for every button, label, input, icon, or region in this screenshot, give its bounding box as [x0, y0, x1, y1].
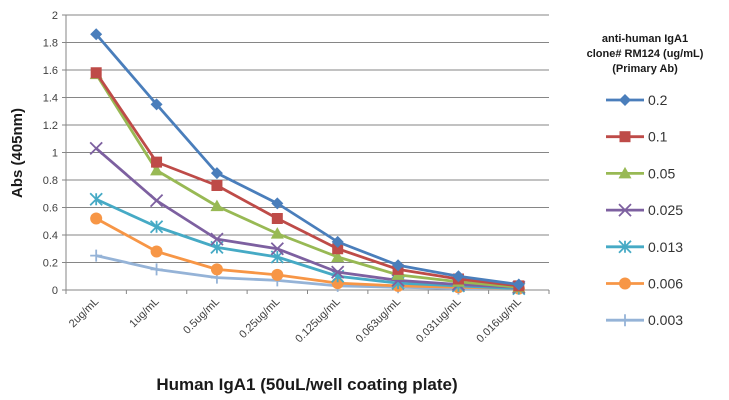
y-tick-label: 1.8 [43, 38, 58, 50]
y-tick-labels: 0 0.2 0.4 0.6 0.8 1 1.2 1.4 1.6 1.8 2 [43, 10, 58, 297]
legend-title-line-3: (Primary Ab) [612, 63, 678, 75]
legend-marker [618, 203, 632, 217]
legend-item: 0.2 [606, 92, 668, 108]
data-point [270, 242, 284, 256]
data-point [89, 141, 103, 156]
legend-item: 0.05 [606, 165, 675, 181]
data-point [332, 243, 344, 255]
y-tick-label: 1.4 [43, 93, 58, 105]
data-point [331, 250, 345, 262]
legend-label: 0.006 [648, 276, 683, 292]
legend-label: 0.1 [648, 129, 668, 145]
data-point [90, 212, 103, 225]
legend-label: 0.025 [648, 202, 683, 218]
data-point [331, 265, 345, 279]
legend-marker [619, 314, 631, 327]
data-point [89, 192, 103, 206]
y-tick-label: 1 [52, 148, 58, 160]
data-point [149, 220, 164, 234]
grid-lines [62, 14, 549, 291]
legend-marker [619, 94, 631, 106]
legend-item: 0.013 [606, 239, 683, 255]
data-point [271, 197, 284, 210]
series-line [95, 197, 519, 291]
legend-marker [619, 277, 631, 290]
data-point [210, 232, 224, 246]
series-line [95, 73, 519, 289]
data-point [271, 268, 284, 281]
y-tick-label: 1.6 [43, 65, 58, 77]
data-point [331, 235, 344, 248]
y-tick-label: 2 [52, 10, 58, 22]
y-tick-label: 0 [52, 285, 58, 297]
legend-title-line-1: anti-human IgA1 [602, 33, 688, 45]
y-tick-label: 0.2 [43, 258, 58, 270]
legend-label: 0.003 [648, 312, 683, 328]
legend: anti-human IgA1 clone# RM124 (ug/mL) (Pr… [587, 33, 704, 328]
data-point [150, 98, 163, 111]
data-point [90, 28, 103, 41]
series-line [95, 71, 519, 288]
y-tick-label: 0.4 [43, 230, 58, 242]
series-line [95, 33, 520, 286]
data-point [392, 259, 405, 272]
series-lines [89, 28, 526, 296]
data-point [150, 245, 163, 258]
data-point [512, 278, 525, 291]
legend-label: 0.05 [648, 165, 675, 181]
legend-marker [619, 131, 631, 143]
legend-marker [618, 240, 632, 254]
data-point [452, 270, 465, 283]
series-line [95, 147, 519, 289]
series-0.2 [90, 28, 525, 291]
y-axis-title: Abs (405nm) [9, 108, 26, 198]
legend-entries: 0.2 0.1 0.05 0.025 0.013 0.006 0.003 [606, 92, 683, 328]
y-tick-label: 0.8 [43, 175, 58, 187]
x-axis-title: Human IgA1 (50uL/well coating plate) [156, 375, 457, 394]
y-tick-label: 1.2 [43, 120, 58, 132]
legend-item: 0.025 [606, 202, 683, 218]
series-line [95, 217, 519, 291]
legend-item: 0.1 [606, 129, 668, 145]
data-point [210, 263, 223, 276]
data-point [211, 180, 223, 191]
legend-item: 0.006 [606, 276, 683, 292]
y-tick-label: 0.6 [43, 203, 58, 215]
data-point [210, 199, 224, 212]
legend-label: 0.2 [648, 92, 668, 108]
legend-marker [618, 166, 632, 179]
data-point [150, 263, 163, 276]
data-point [90, 67, 102, 79]
data-point [270, 227, 284, 239]
legend-item: 0.003 [606, 312, 683, 328]
data-point [149, 193, 164, 208]
legend-title-line-2: clone# RM124 (ug/mL) [587, 48, 704, 60]
data-point [90, 249, 103, 262]
data-point [210, 167, 223, 180]
data-point [150, 163, 164, 176]
legend-label: 0.013 [648, 239, 683, 255]
data-point [151, 156, 163, 168]
data-point [271, 213, 283, 224]
